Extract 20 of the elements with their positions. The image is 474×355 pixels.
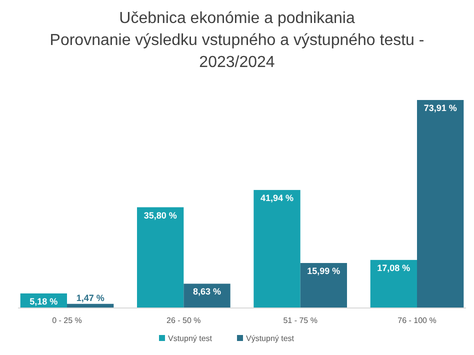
bar bbox=[254, 190, 300, 308]
bar bbox=[300, 263, 347, 308]
bar bbox=[417, 100, 464, 308]
legend-label: Vstupný test bbox=[168, 334, 213, 343]
bar bbox=[137, 207, 184, 308]
data-label: 15,99 % bbox=[307, 266, 340, 276]
data-label: 5,18 % bbox=[30, 296, 58, 306]
legend-label: Výstupný test bbox=[246, 334, 295, 343]
x-tick-label: 0 - 25 % bbox=[52, 316, 82, 325]
data-label: 73,91 % bbox=[424, 103, 457, 113]
data-label: 8,63 % bbox=[192, 286, 222, 297]
data-label: 35,80 % bbox=[144, 210, 177, 220]
x-tick-label: 76 - 100 % bbox=[398, 316, 436, 325]
chart-title: Učebnica ekonómie a podnikania Porovnanie výsledku vstupného a výstupného testu - 2023/2024 bbox=[50, 10, 424, 71]
data-label: 41,94 % bbox=[260, 192, 294, 203]
bar bbox=[370, 260, 417, 308]
x-tick-label: 51 - 75 % bbox=[283, 316, 318, 325]
x-tick-label: 26 - 50 % bbox=[166, 316, 201, 325]
data-label: 1,47 % bbox=[76, 292, 104, 303]
data-label: 17,08 % bbox=[377, 262, 410, 273]
